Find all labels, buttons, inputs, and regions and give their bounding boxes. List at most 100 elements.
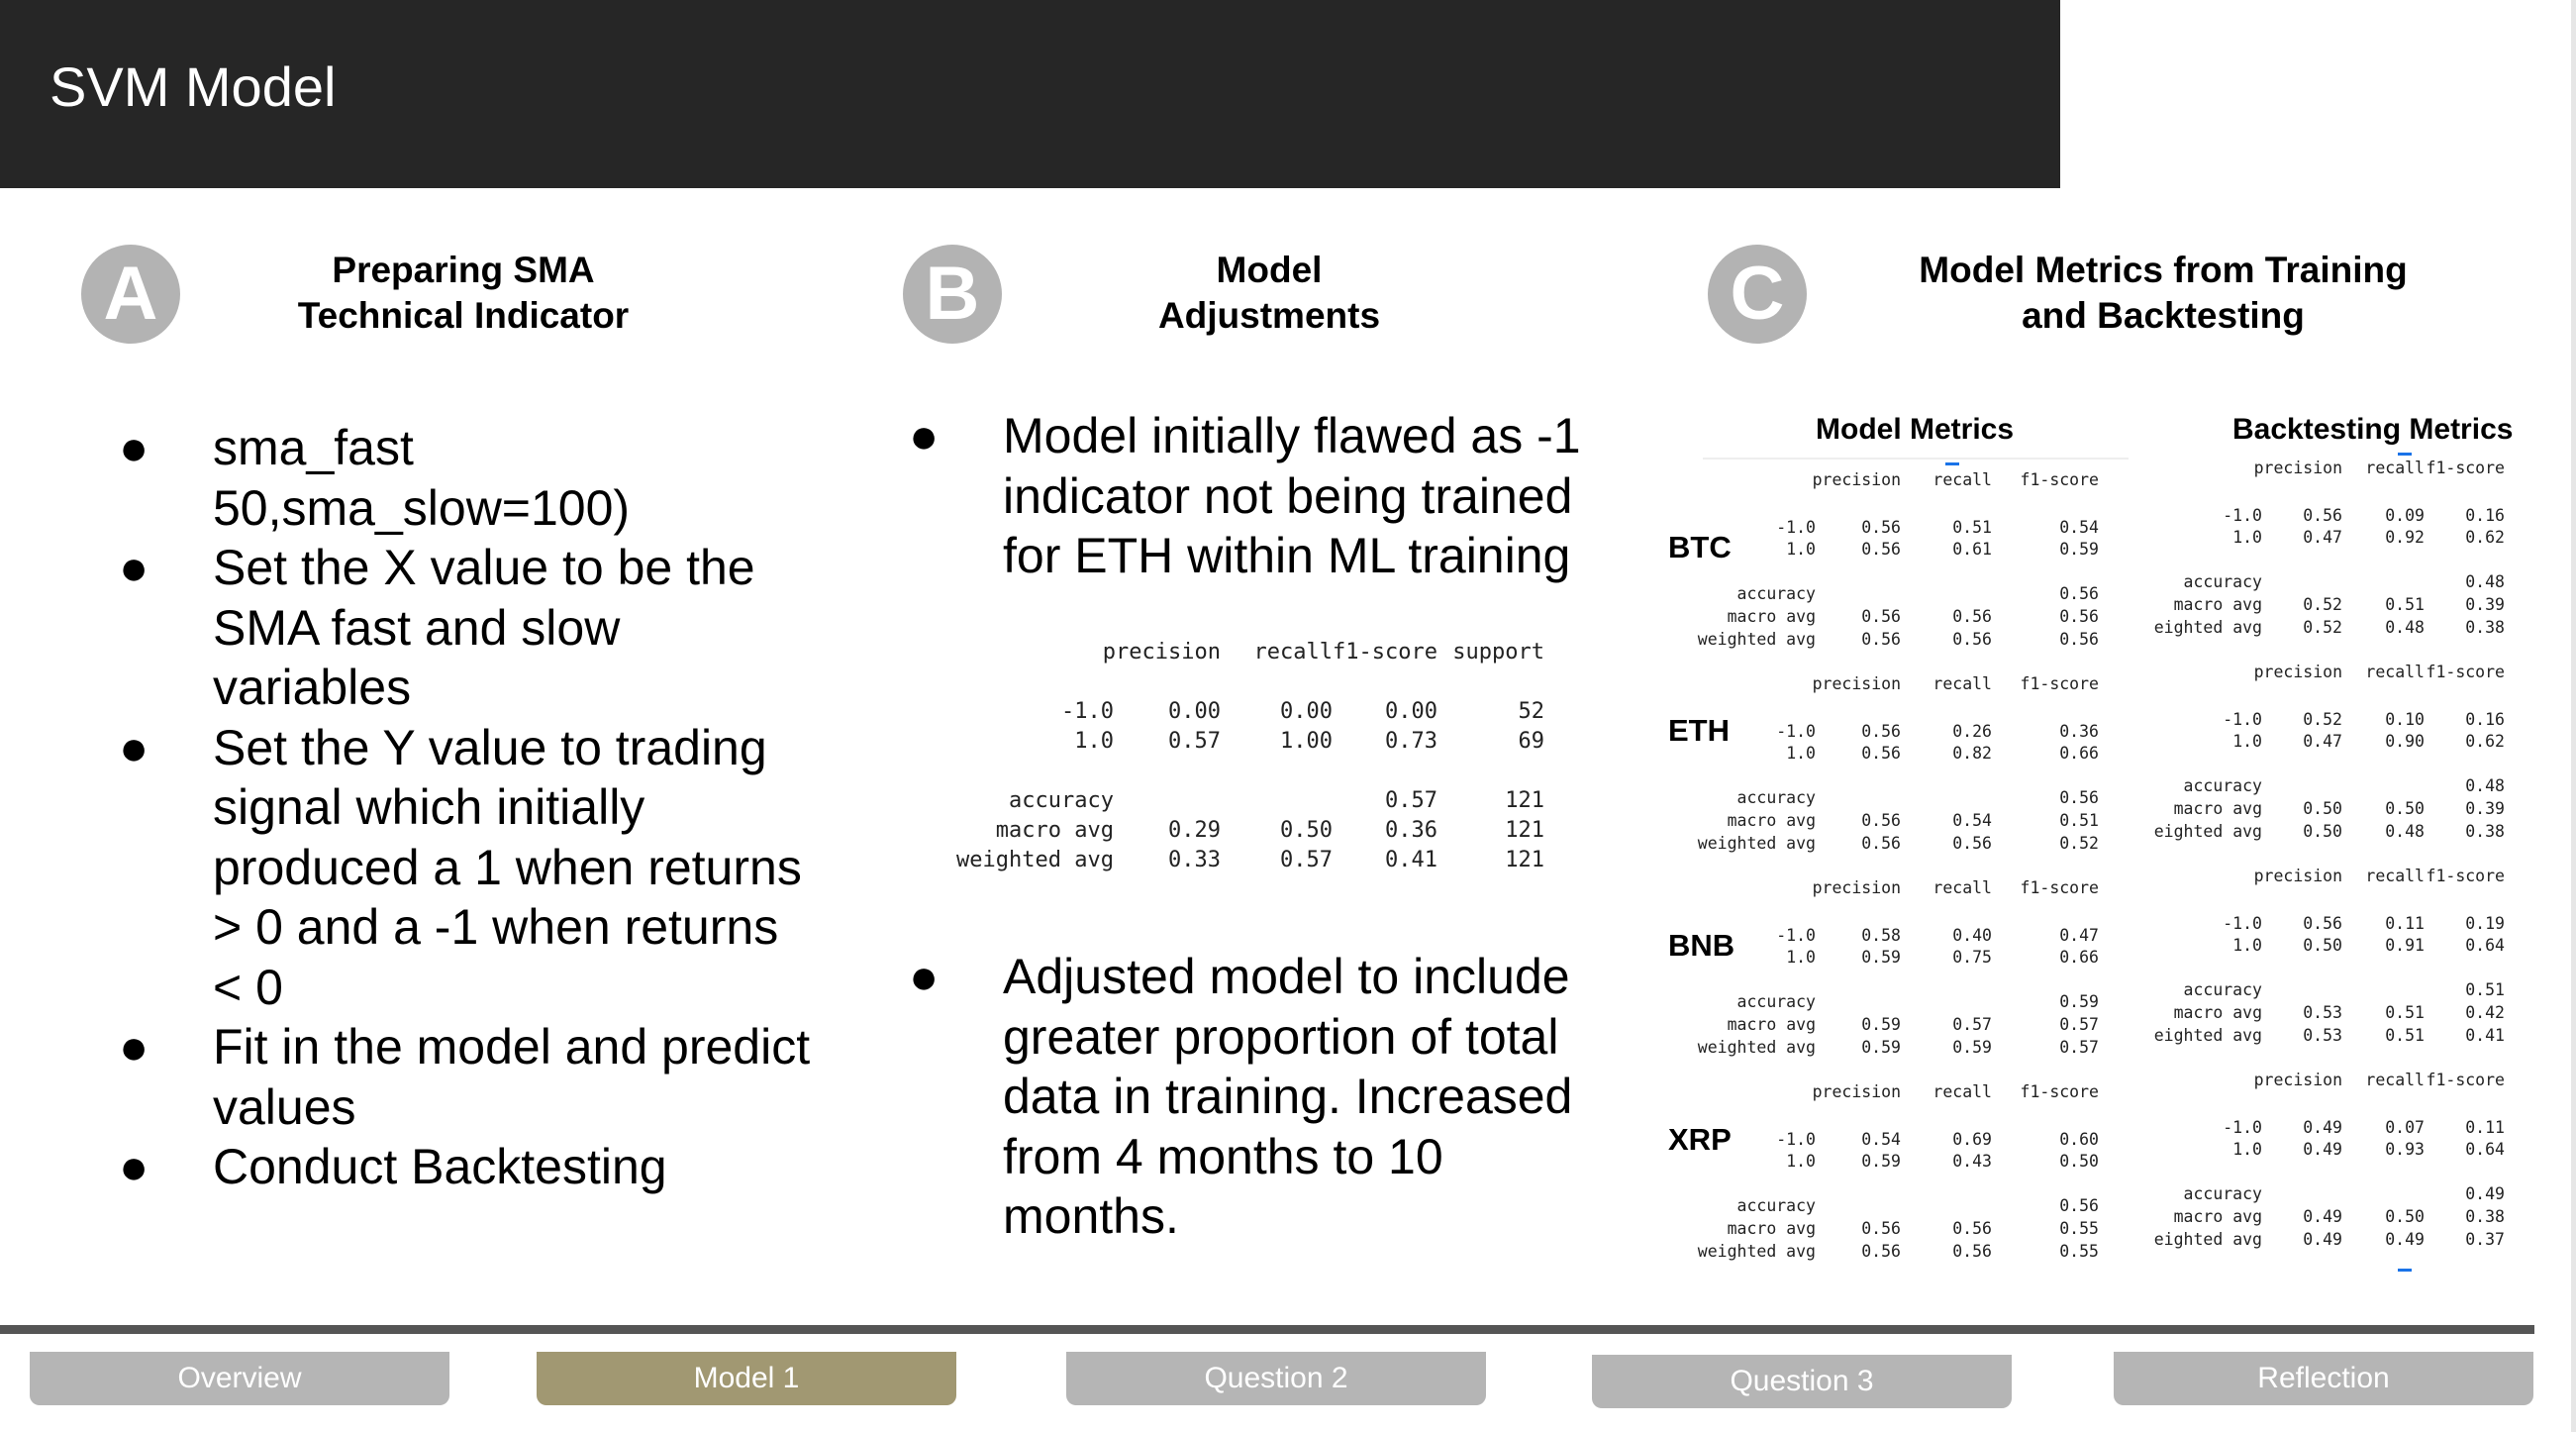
metrics-cell: 0.54 bbox=[2059, 518, 2099, 537]
metrics-cell: accuracy bbox=[2183, 980, 2262, 999]
metrics-cell: 0.51 bbox=[2059, 811, 2099, 830]
metrics-cell: 0.53 bbox=[2303, 1026, 2342, 1045]
metrics-cell: 0.60 bbox=[2059, 1130, 2099, 1149]
metrics-cell: -1.0 bbox=[2223, 506, 2262, 525]
metrics-header: f1-score bbox=[2426, 867, 2505, 885]
bullet-line: 50,sma_slow=100) bbox=[213, 479, 631, 536]
metrics-cell: 0.56 bbox=[1861, 630, 1901, 649]
metrics-cell: 0.47 bbox=[2303, 528, 2342, 547]
metrics-cell: -1.0 bbox=[1776, 1130, 1816, 1149]
metrics-cell: 0.64 bbox=[2465, 1140, 2505, 1159]
metrics-cell: -1.0 bbox=[2223, 710, 2262, 729]
metrics-header: recall bbox=[1932, 878, 1992, 897]
metrics-cell: 0.64 bbox=[2465, 936, 2505, 955]
report-cell: 0.00 bbox=[1280, 699, 1333, 724]
slide-title: SVM Model bbox=[50, 55, 337, 118]
metrics-cell: accuracy bbox=[1736, 788, 1816, 807]
backtesting-metrics-heading: Backtesting Metrics bbox=[2232, 413, 2514, 446]
report-cell: 0.36 bbox=[1385, 818, 1437, 843]
metrics-cell: weighted avg bbox=[1697, 1038, 1816, 1057]
metrics-cell: 0.52 bbox=[2059, 834, 2099, 853]
bullet-item: ● sma_fast 50,sma_slow=100) bbox=[119, 418, 871, 538]
metrics-cell: macro avg bbox=[1727, 1219, 1816, 1238]
metrics-cell: 0.51 bbox=[2385, 1026, 2425, 1045]
metrics-header: precision bbox=[2253, 459, 2342, 477]
metrics-header: precision bbox=[2253, 867, 2342, 885]
section-b-badge: B bbox=[903, 245, 1002, 344]
metrics-cell: 0.50 bbox=[2303, 822, 2342, 841]
metrics-cell: 0.55 bbox=[2059, 1219, 2099, 1238]
metrics-cell: 1.0 bbox=[1786, 1152, 1816, 1171]
metrics-cell: 0.57 bbox=[2059, 1015, 2099, 1034]
metrics-cell: eighted avg bbox=[2153, 1026, 2262, 1045]
metrics-header: precision bbox=[1812, 878, 1901, 897]
bullet-item: ● Set the Y value to trading signal which … bbox=[119, 718, 871, 1018]
section-c-heading-line: and Backtesting bbox=[2022, 295, 2305, 336]
metrics-cell: 0.59 bbox=[2059, 992, 2099, 1011]
metrics-header: f1-score bbox=[2426, 1071, 2505, 1089]
metrics-cell: eighted avg bbox=[2153, 1230, 2262, 1249]
bullet-line: sma_fast bbox=[213, 420, 414, 475]
section-b-bullet-list: ● Model initially flawed as -1 indicator n… bbox=[909, 406, 1641, 586]
tab-model-1[interactable]: Model 1 bbox=[537, 1352, 956, 1405]
backtest-metrics-table: precision recall f1-score -1.0 0.52 0.10 0.16 1… bbox=[2154, 663, 2515, 846]
metrics-cell: 0.10 bbox=[2385, 710, 2425, 729]
metrics-cell: 0.49 bbox=[2303, 1140, 2342, 1159]
metrics-cell: 0.59 bbox=[1861, 948, 1901, 967]
bullet-line: values bbox=[213, 1078, 356, 1135]
metrics-cell: 0.56 bbox=[1861, 518, 1901, 537]
metrics-cell: accuracy bbox=[1736, 584, 1816, 603]
bullet-item: ● Fit in the model and predict values bbox=[119, 1017, 871, 1137]
tab-reflection[interactable]: Reflection bbox=[2114, 1352, 2533, 1405]
bullet-dot: ● bbox=[119, 719, 149, 775]
bullet-item: ● Set the X value to be the SMA fast and s… bbox=[119, 538, 871, 718]
nav-divider bbox=[0, 1325, 2534, 1334]
metrics-header: precision bbox=[1812, 470, 1901, 489]
report-cell: 52 bbox=[1518, 699, 1545, 724]
report-cell: weighted avg bbox=[956, 848, 1114, 872]
metrics-header: recall bbox=[2365, 867, 2425, 885]
metrics-cell: 0.49 bbox=[2465, 1184, 2505, 1203]
metrics-cell: 0.56 bbox=[1861, 811, 1901, 830]
metrics-cell: 0.16 bbox=[2465, 710, 2505, 729]
metrics-header: precision bbox=[2253, 1071, 2342, 1089]
metrics-cell: 0.56 bbox=[1952, 1242, 1992, 1261]
metrics-cell: accuracy bbox=[2183, 572, 2262, 591]
metrics-header: f1-score bbox=[2020, 470, 2099, 489]
bullet-line: data in training. Increased bbox=[1003, 1069, 1573, 1124]
metrics-cell: -1.0 bbox=[1776, 518, 1816, 537]
report-cell: 0.41 bbox=[1385, 848, 1437, 872]
metrics-cell: 0.56 bbox=[2059, 607, 2099, 626]
metrics-cell: 0.57 bbox=[1952, 1015, 1992, 1034]
metrics-cell: 0.51 bbox=[2465, 980, 2505, 999]
metrics-cell: 0.56 bbox=[1861, 744, 1901, 763]
metrics-cell: 0.59 bbox=[1861, 1038, 1901, 1057]
metrics-header: recall bbox=[2365, 459, 2425, 477]
metrics-divider bbox=[1703, 458, 2129, 460]
bullet-dot: ● bbox=[119, 420, 149, 475]
metrics-cell: accuracy bbox=[1736, 1196, 1816, 1215]
metrics-cell: 0.59 bbox=[1952, 1038, 1992, 1057]
report-cell: 0.00 bbox=[1385, 699, 1437, 724]
tab-overview[interactable]: Overview bbox=[30, 1352, 449, 1405]
metrics-cell: 0.48 bbox=[2465, 776, 2505, 795]
section-b-bullet-list-2: ● Adjusted model to include greater propor… bbox=[909, 947, 1641, 1247]
metrics-cell: 0.56 bbox=[1861, 834, 1901, 853]
metrics-cell: 0.48 bbox=[2385, 618, 2425, 637]
report-cell: 0.57 bbox=[1280, 848, 1333, 872]
metrics-cell: 1.0 bbox=[1786, 540, 1816, 559]
bullet-line: Set the X value to be the bbox=[213, 540, 755, 595]
backtest-metrics-table: precision recall f1-score -1.0 0.56 0.11 0.19 1… bbox=[2154, 867, 2515, 1050]
report-cell: 0.57 bbox=[1385, 788, 1437, 813]
report-cell: -1.0 bbox=[1061, 699, 1114, 724]
metrics-cell: -1.0 bbox=[1776, 722, 1816, 741]
metrics-cell: 0.92 bbox=[2385, 528, 2425, 547]
bullet-line: SMA fast and slow bbox=[213, 599, 621, 656]
report-header: support bbox=[1452, 640, 1544, 665]
metrics-cell: 0.19 bbox=[2465, 914, 2505, 933]
tab-question-2[interactable]: Question 2 bbox=[1066, 1352, 1486, 1405]
metrics-cell: macro avg bbox=[2173, 799, 2262, 818]
metrics-cell: 0.75 bbox=[1952, 948, 1992, 967]
metrics-cell: weighted avg bbox=[1697, 630, 1816, 649]
tab-question-3[interactable]: Question 3 bbox=[1592, 1355, 2012, 1408]
